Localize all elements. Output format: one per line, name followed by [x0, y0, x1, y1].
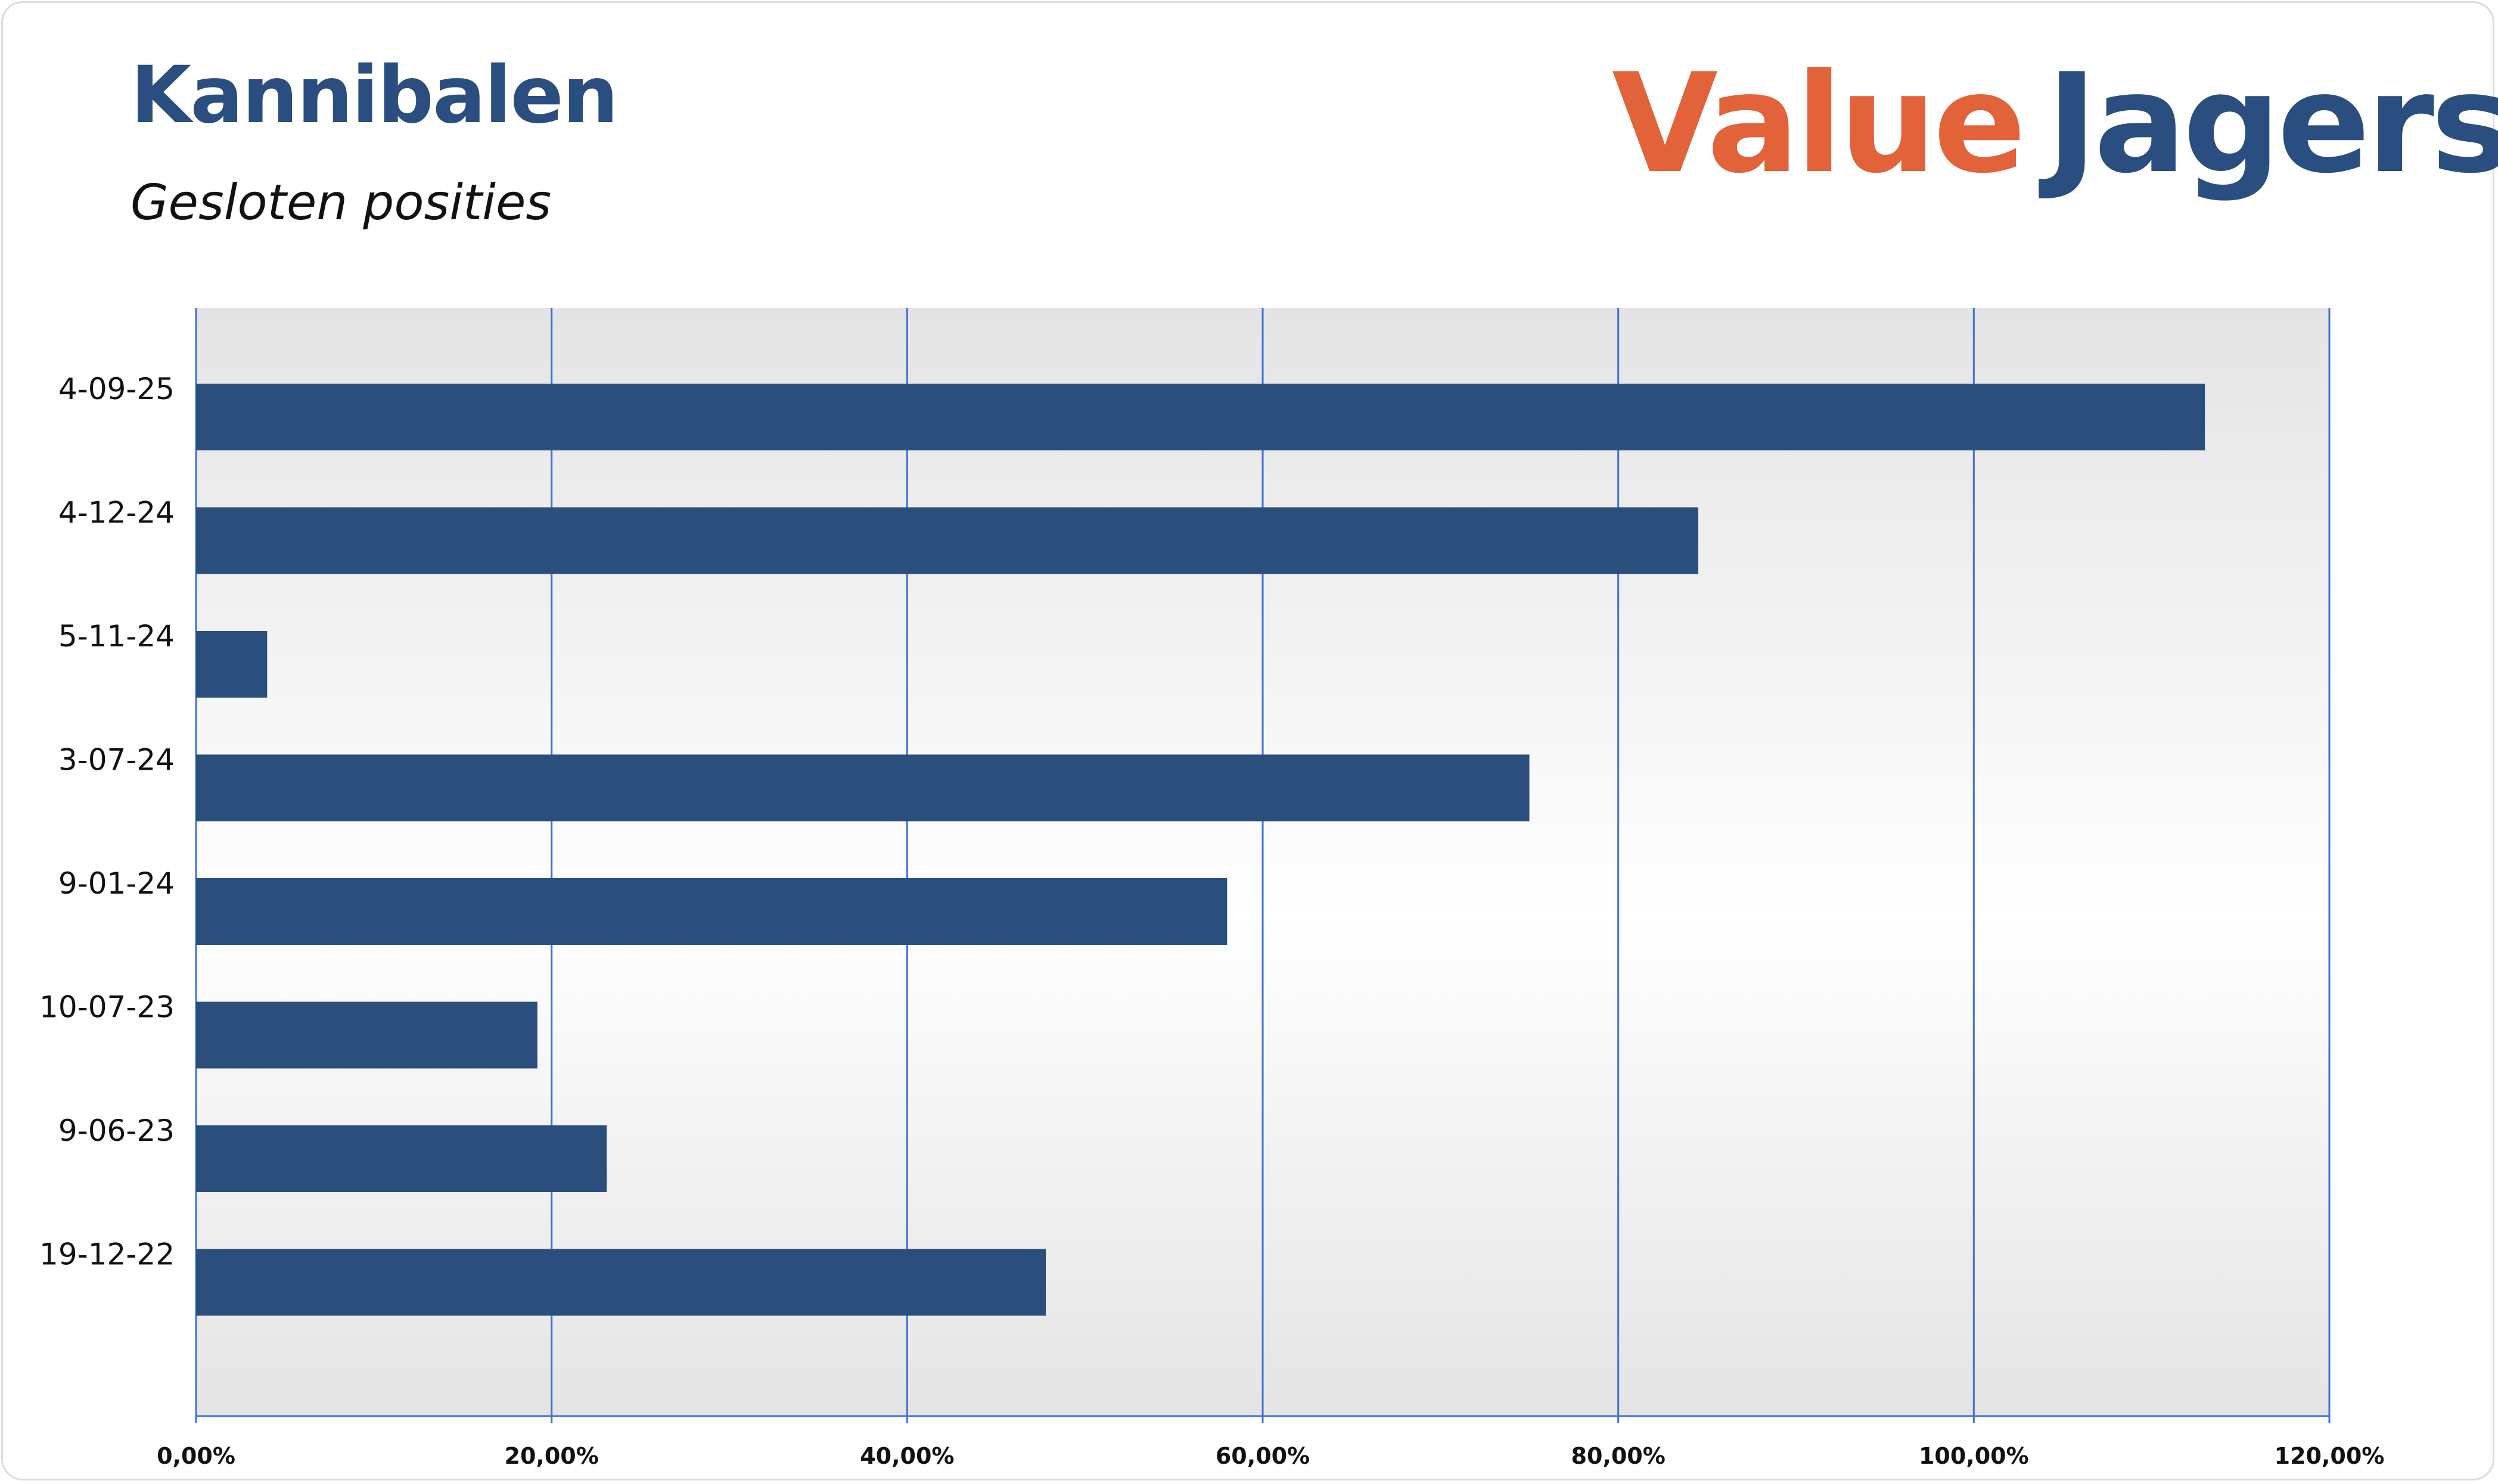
- y-tick-label: 3-07-24: [58, 743, 175, 777]
- bar: [196, 1125, 607, 1192]
- x-tick-label: 100,00%: [1919, 1443, 2029, 1469]
- bars: [196, 384, 2205, 1316]
- brand-logo: Value Jagers: [1612, 45, 2498, 204]
- y-tick-label: 10-07-23: [39, 990, 175, 1025]
- y-axis-labels: 4-09-25 4-12-24 5-11-24 3-07-24 9-01-24 10-07…: [39, 372, 175, 1272]
- logo-word-value: Value: [1612, 45, 2026, 204]
- x-tick-label: 0,00%: [157, 1443, 235, 1469]
- y-tick-label: 5-11-24: [58, 619, 175, 654]
- x-tick-label: 40,00%: [860, 1443, 954, 1469]
- chart-subtitle: Gesloten posities: [131, 175, 552, 231]
- x-tick-label: 80,00%: [1571, 1443, 1666, 1469]
- bar: [196, 631, 268, 698]
- x-tick-label: 20,00%: [505, 1443, 599, 1469]
- bar: [196, 1249, 1046, 1316]
- x-axis-labels: 0,00% 20,00% 40,00% 60,00% 80,00% 100,00% 120,…: [157, 1443, 2384, 1469]
- logo-word-jagers: Jagers: [2046, 45, 2498, 204]
- gridlines: [195, 308, 2331, 1423]
- y-tick-label: 9-01-24: [58, 866, 175, 901]
- bar: [196, 754, 1530, 822]
- y-tick-label: 9-06-23: [58, 1113, 175, 1148]
- bar: [196, 1001, 537, 1069]
- y-tick-label: 4-12-24: [58, 496, 175, 530]
- chart-title: Kannibalen: [131, 49, 619, 141]
- y-tick-label: 4-09-25: [58, 372, 175, 406]
- x-tick-label: 60,00%: [1216, 1443, 1310, 1469]
- y-tick-label: 19-12-22: [39, 1237, 175, 1272]
- x-tick-label: 120,00%: [2275, 1443, 2385, 1469]
- bar: [196, 878, 1228, 945]
- bar: [196, 507, 1698, 574]
- bar: [196, 384, 2205, 450]
